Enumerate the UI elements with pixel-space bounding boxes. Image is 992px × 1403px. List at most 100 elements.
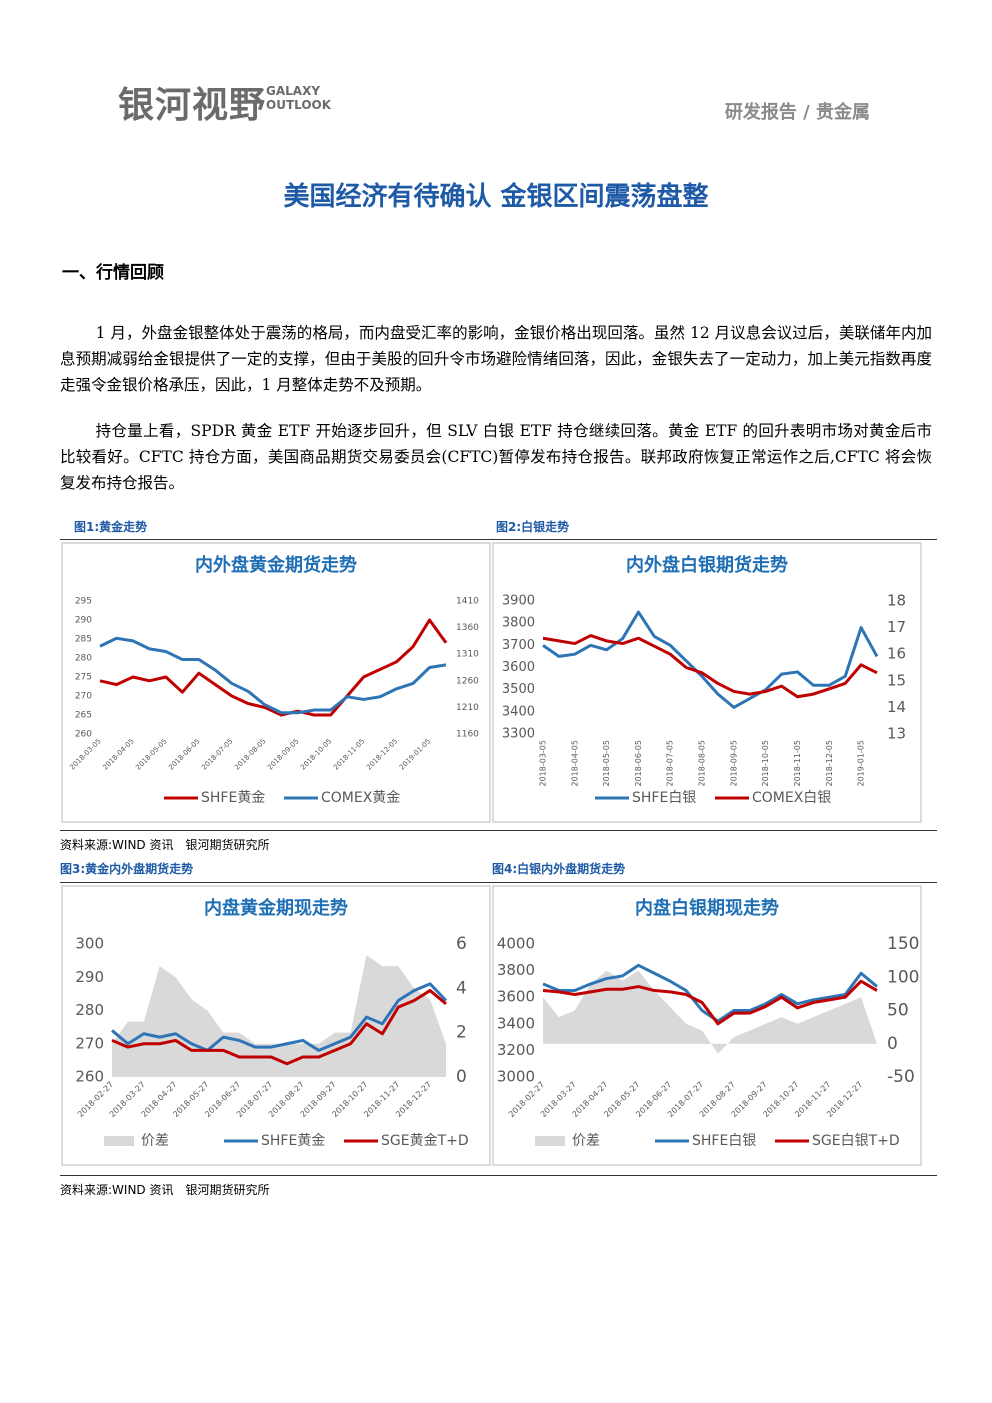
- y-tick-label: 3800: [502, 616, 535, 631]
- legend-label: SHFE白银: [692, 1133, 756, 1149]
- y2-tick-label: 100: [887, 967, 919, 987]
- y2-tick-label: 150: [887, 934, 919, 954]
- y2-tick-label: 15: [887, 671, 906, 689]
- y2-tick-label: 0: [887, 1034, 898, 1054]
- heading: 一、行情回顾: [62, 263, 164, 283]
- legend-swatch: [104, 1136, 134, 1146]
- y2-tick-label: 6: [456, 934, 467, 954]
- line: [111, 982, 448, 1052]
- legend-label: 价差: [141, 1133, 169, 1149]
- y2-tick-label: -50: [887, 1067, 915, 1087]
- chart-title: 内盘白银期现走势: [635, 897, 779, 919]
- y2-tick-label: 2: [456, 1023, 467, 1043]
- y2-tick-label: 17: [887, 618, 906, 636]
- y-tick-label: 260: [75, 1068, 104, 1086]
- legend-label: SGE白银T+D: [812, 1133, 900, 1149]
- y2-tick-label: 14: [887, 698, 906, 716]
- y-tick-label: 275: [75, 673, 92, 683]
- legend-label: SHFE白银: [632, 790, 696, 806]
- legend-label: SGE黄金T+D: [381, 1132, 469, 1149]
- y-tick-label: 270: [75, 692, 92, 702]
- rule: [60, 830, 937, 831]
- legend-swatch: [535, 1136, 565, 1146]
- y-tick-label: 300: [75, 935, 104, 953]
- y2-tick-label: 4: [456, 978, 467, 998]
- x-tick-label: 2018-11-05: [793, 740, 802, 787]
- x-tick-label: 2018-05-05: [602, 740, 611, 787]
- paragraph: 持仓量上看，SPDR 黄金 ETF 开始逐步回升，但 SLV 白银 ETF 持仓…: [60, 422, 932, 492]
- y2-tick-label: 1260: [456, 676, 479, 686]
- title: 美国经济有待确认 金银区间震荡盘整: [283, 182, 709, 212]
- x-tick-label: 2018-06-05: [634, 740, 643, 787]
- legend-label: SHFE黄金: [201, 789, 265, 806]
- y2-tick-label: 13: [887, 725, 906, 743]
- source: 资料来源:WIND 资讯 银河期货研究所: [60, 1183, 270, 1197]
- logo-en-line: OUTLOOK: [266, 98, 332, 112]
- legend-label: SHFE黄金: [261, 1132, 325, 1149]
- y2-tick-label: 16: [887, 645, 906, 663]
- y2-tick-label: 18: [887, 592, 906, 610]
- line: [111, 989, 447, 1066]
- y2-tick-label: 1410: [456, 597, 479, 607]
- line: [99, 636, 447, 715]
- y-tick-label: 3800: [497, 961, 535, 979]
- y-tick-label: 270: [75, 1034, 104, 1052]
- area: [543, 970, 877, 1054]
- y2-tick-label: 1160: [456, 730, 479, 740]
- chart-title: 内盘黄金期现走势: [204, 897, 348, 919]
- line: [542, 634, 878, 699]
- source: 资料来源:WIND 资讯 银河期货研究所: [60, 838, 270, 852]
- line: [99, 618, 448, 717]
- x-tick-label: 2018-10-05: [761, 740, 770, 787]
- y2-tick-label: 1310: [456, 650, 479, 660]
- x-tick-label: 2018-08-05: [698, 740, 707, 787]
- legend-label: COMEX白银: [752, 790, 831, 806]
- y-tick-label: 285: [75, 635, 92, 645]
- caption: 图1:黄金走势: [74, 520, 148, 534]
- caption: 图3:黄金内外盘期货走势: [60, 862, 194, 876]
- y-tick-label: 3300: [502, 727, 535, 742]
- y2-tick-label: 0: [456, 1067, 467, 1087]
- y-tick-label: 280: [75, 654, 92, 664]
- rule: [60, 1175, 937, 1176]
- y-tick-label: 290: [75, 616, 92, 626]
- x-tick-label: 2018-04-05: [570, 740, 579, 787]
- y-tick-label: 280: [75, 1001, 104, 1019]
- paragraph: 1 月，外盘金银整体处于震荡的格局，而内盘受汇率的影响，金银价格出现回落。虽然 …: [60, 324, 932, 394]
- line: [542, 963, 878, 1023]
- section-label: 研发报告 / 贵金属: [724, 102, 870, 123]
- y-tick-label: 260: [75, 730, 92, 740]
- caption: 图4:白银内外盘期货走势: [492, 862, 626, 876]
- x-tick-label: 2018-12-05: [825, 740, 834, 787]
- logo-en-line: GALAXY: [266, 84, 321, 98]
- y-tick-label: 3200: [497, 1041, 535, 1059]
- y-tick-label: 3600: [497, 988, 535, 1006]
- y2-tick-label: 50: [887, 1001, 909, 1021]
- y-tick-label: 4000: [497, 935, 535, 953]
- y-tick-label: 295: [75, 597, 92, 607]
- x-tick-label: 2018-09-05: [729, 740, 738, 787]
- rule: [60, 882, 937, 883]
- x-tick-label: 2018-03-05: [539, 740, 548, 787]
- y-tick-label: 3000: [497, 1068, 535, 1086]
- y-tick-label: 3600: [502, 660, 535, 675]
- y2-tick-label: 1210: [456, 703, 479, 713]
- y-tick-label: 265: [75, 711, 92, 721]
- y-tick-label: 3500: [502, 682, 535, 697]
- line: [542, 979, 878, 1026]
- logo: 银河视野: [118, 85, 267, 126]
- y-tick-label: 3400: [502, 704, 535, 719]
- y2-tick-label: 1360: [456, 623, 479, 633]
- logo-en: GALAXY OUTLOOK: [266, 84, 331, 112]
- chart-title: 内外盘黄金期货走势: [195, 554, 357, 576]
- rule: [60, 539, 937, 540]
- legend-label: 价差: [572, 1133, 600, 1149]
- x-tick-label: 2019-01-05: [857, 740, 866, 787]
- caption: 图2:白银走势: [496, 520, 570, 534]
- chart-frame: [61, 542, 491, 823]
- y-tick-label: 3700: [502, 638, 535, 653]
- y-tick-label: 290: [75, 968, 104, 986]
- y-tick-label: 3900: [502, 594, 535, 609]
